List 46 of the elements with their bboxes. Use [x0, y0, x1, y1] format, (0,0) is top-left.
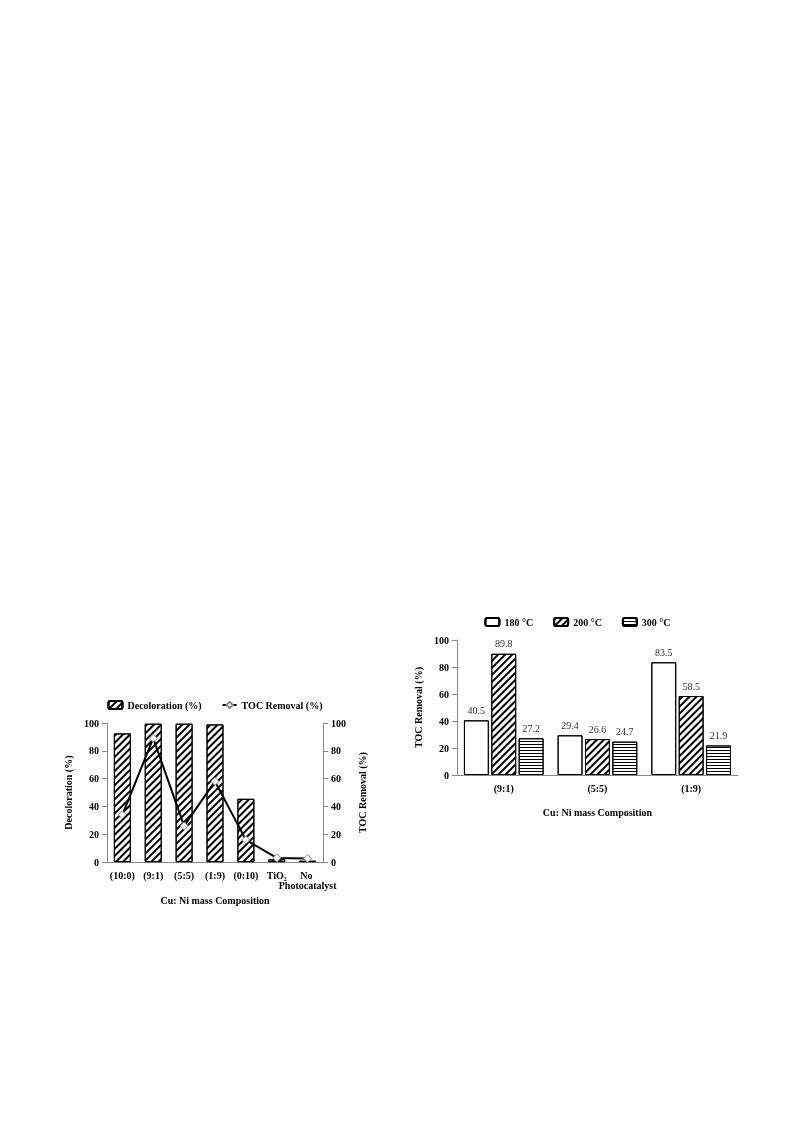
data-label: 27.2 [522, 722, 540, 734]
y-tick-label: 100 [83, 717, 99, 729]
y-tick-label: 80 [88, 745, 99, 757]
y-tick-label: 40 [88, 800, 99, 812]
data-label: 58.5 [682, 680, 700, 692]
data-label: 21.9 [709, 729, 728, 741]
y-tick-label: 0 [93, 856, 99, 868]
y2-tick-label: 80 [331, 745, 342, 757]
data-label: 40.5 [467, 704, 486, 716]
x-tick-label: (1:9) [205, 869, 225, 882]
legend-label: Decoloration (%) [127, 699, 202, 712]
x-tick-label: (1:9) [681, 782, 702, 795]
y2-tick-label: 100 [331, 717, 347, 729]
x-tick-label: TiO₂ [266, 869, 287, 881]
y-tick-label: 20 [438, 742, 449, 754]
legend-label: 200 °C [573, 616, 602, 628]
x-axis-title: Cu: Ni mass Composition [542, 806, 653, 818]
x-tick-label: (0:10) [233, 869, 259, 882]
data-label: 29.4 [561, 719, 579, 731]
y-tick-label: 100 [433, 634, 449, 646]
x-tick-label: (5:5) [174, 869, 195, 882]
legend-label: 180 °C [504, 616, 534, 628]
x-axis-title: Cu: Ni mass Composition [160, 894, 271, 906]
y2-tick-label: 60 [331, 773, 342, 785]
y-tick-label: 20 [88, 828, 99, 840]
y2-tick-label: 0 [331, 856, 337, 868]
data-label: 26.6 [588, 723, 607, 735]
x-tick-label: (5:5) [587, 782, 608, 795]
data-label: 24.7 [616, 726, 634, 738]
y-tick-label: 60 [438, 688, 449, 700]
y-tick-label: 60 [88, 773, 99, 785]
x-tick-label: (9:1) [493, 782, 514, 795]
y-tick-label: 80 [438, 661, 449, 673]
x-tick-label: (10:0) [109, 869, 135, 882]
x-tick-label: (9:1) [143, 869, 164, 882]
y-tick-label: 40 [438, 715, 449, 727]
y2-tick-label: 20 [331, 828, 342, 840]
y-axis-title: TOC Removal (%) [412, 667, 425, 748]
y-tick-label: 0 [443, 769, 449, 781]
legend-label: 300 °C [641, 616, 671, 628]
y-axis-title: Decoloration (%) [62, 755, 75, 830]
legend-label: TOC Removal (%) [241, 699, 323, 712]
y2-tick-label: 40 [331, 800, 342, 812]
data-label: 89.8 [495, 638, 513, 650]
data-label: 83.5 [655, 646, 673, 658]
y2-axis-title: TOC Removal (%) [356, 752, 369, 834]
